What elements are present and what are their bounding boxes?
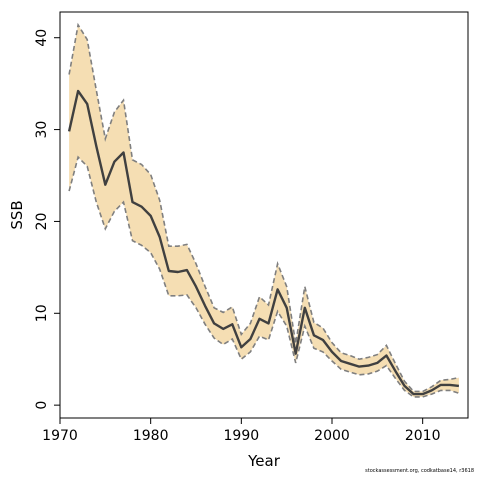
- x-tick-label: 2010: [405, 428, 441, 444]
- ssb-estimate-line: [67, 89, 460, 396]
- y-axis: 0 10 20 30 40: [34, 29, 60, 410]
- x-tick-label: 1970: [42, 428, 78, 444]
- x-axis: 1970 1980 1990 2000 2010: [42, 418, 440, 444]
- y-tick-label: 40: [34, 29, 50, 47]
- x-axis-title: Year: [247, 452, 281, 470]
- x-tick-label: 2000: [314, 428, 350, 444]
- plot-frame: [59, 11, 469, 419]
- x-tick-label: 1980: [133, 428, 169, 444]
- plot-area: [67, 22, 460, 398]
- y-tick-label: 30: [34, 121, 50, 139]
- y-tick-label: 0: [34, 401, 50, 410]
- lower-bound-line: [68, 155, 460, 398]
- upper-bound-line: [68, 22, 460, 393]
- y-tick-label: 10: [34, 304, 50, 322]
- credit-footnote: stockassessment.org, codkatbase14, r3618: [365, 468, 474, 474]
- y-tick-label: 20: [34, 213, 50, 231]
- y-axis-title: SSB: [8, 200, 26, 229]
- x-tick-label: 1990: [224, 428, 260, 444]
